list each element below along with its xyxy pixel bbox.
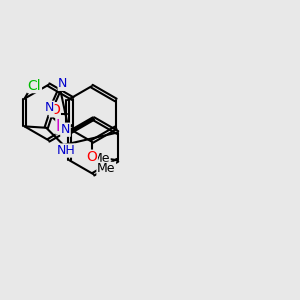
Text: O: O [50, 103, 60, 117]
Text: O: O [86, 150, 97, 164]
Text: Me: Me [97, 162, 116, 176]
Text: N: N [45, 101, 54, 114]
Text: N: N [61, 123, 70, 136]
Text: NH: NH [56, 144, 75, 157]
Text: I: I [56, 119, 61, 134]
Text: Cl: Cl [28, 79, 41, 93]
Text: Me: Me [92, 152, 110, 165]
Text: N: N [58, 77, 68, 90]
